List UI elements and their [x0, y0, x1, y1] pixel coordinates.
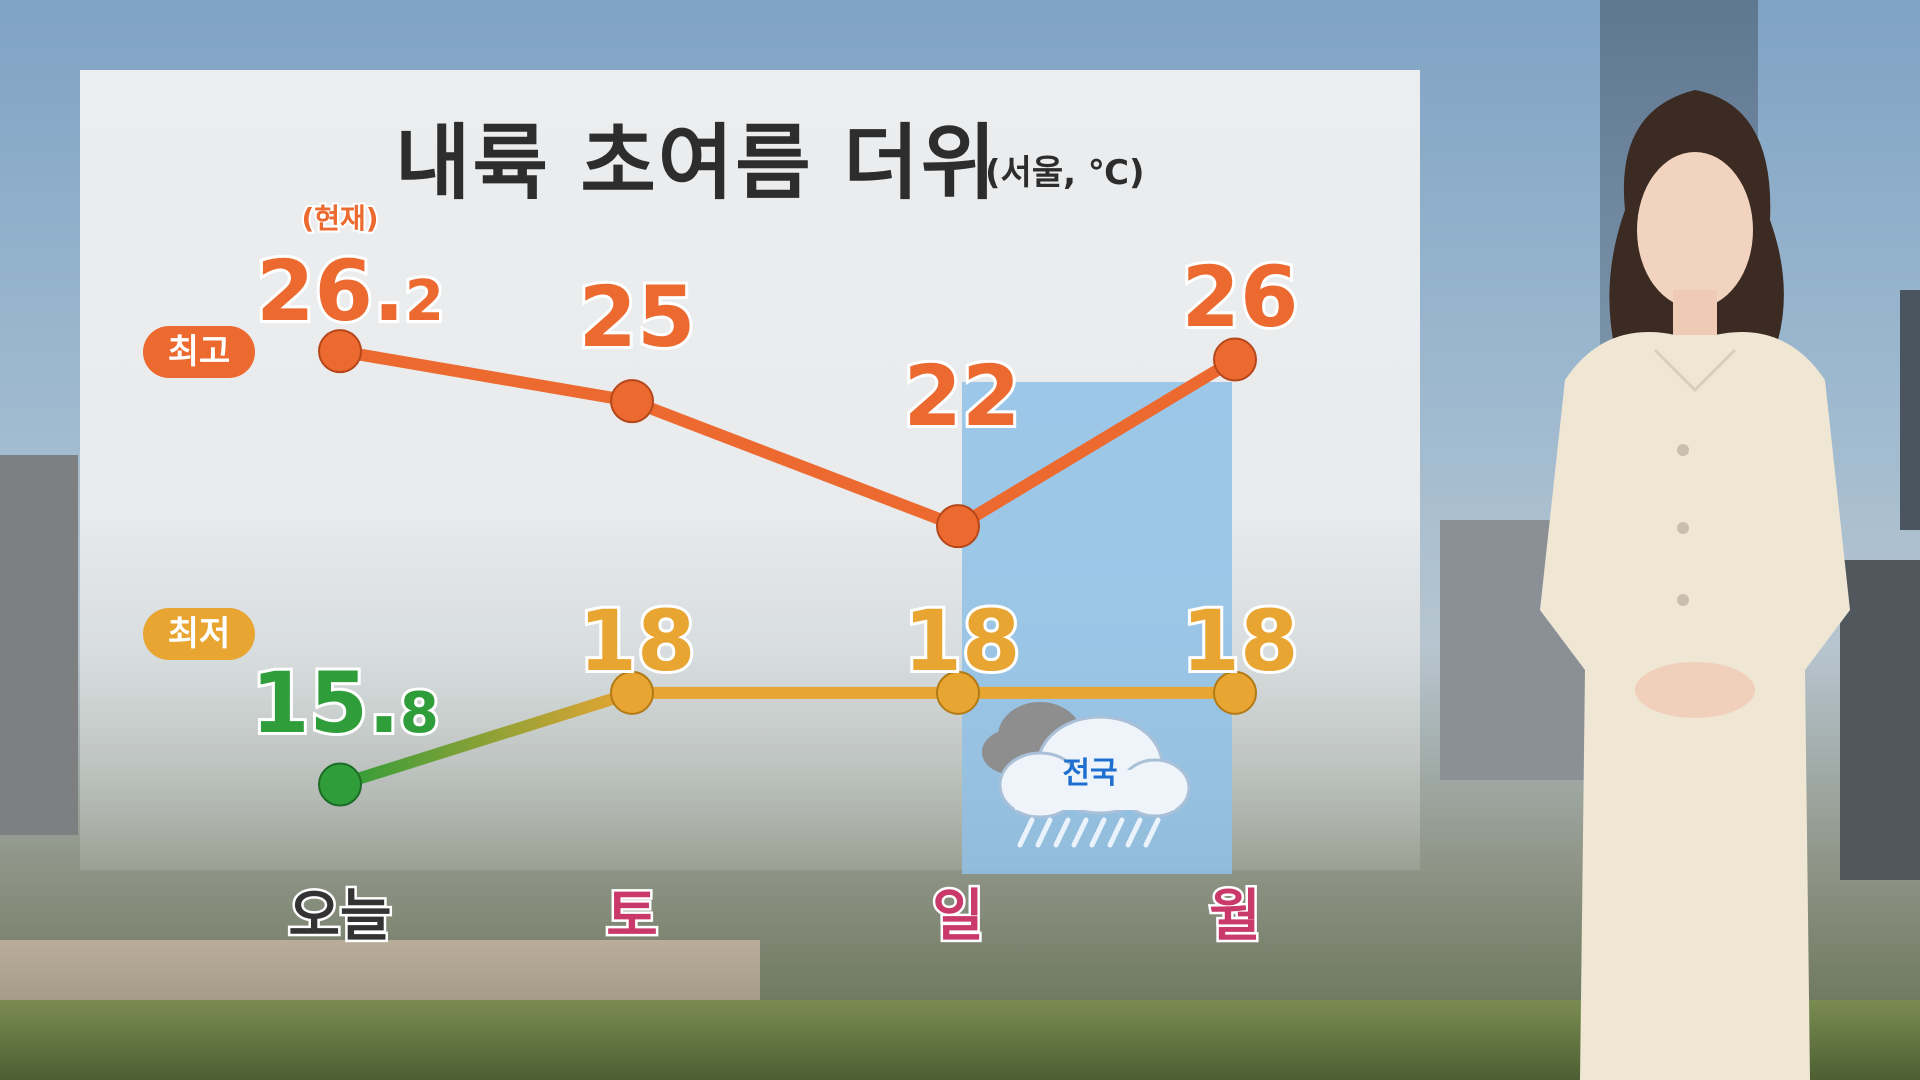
presenter	[1540, 90, 1850, 1080]
background-building	[0, 455, 78, 835]
low-value-label: 18	[904, 592, 1021, 690]
legend-low-badge: 최저	[143, 608, 255, 660]
background-building	[1840, 560, 1920, 880]
background-building	[1900, 290, 1920, 530]
low-value-label: 18	[1182, 592, 1299, 690]
high-point	[1213, 337, 1257, 382]
high-point	[610, 379, 654, 424]
low-series-line-segment	[334, 686, 638, 791]
high-point	[318, 329, 362, 374]
low-value-label: 18	[579, 592, 696, 690]
current-annotation: (현재)	[301, 202, 378, 235]
category-label: 오늘	[288, 884, 391, 949]
high-value-label: 26.2	[256, 242, 444, 340]
low-point	[610, 670, 654, 715]
low-point	[1213, 670, 1257, 715]
category-label: 토	[606, 884, 658, 949]
low-point	[936, 670, 980, 715]
legend-high-badge: 최고	[143, 326, 255, 378]
high-point	[936, 504, 980, 549]
chart-title: 내륙 초여름 더위	[395, 116, 999, 211]
low-value-label: 15.8	[251, 654, 439, 752]
rain-cloud-icon	[982, 702, 1191, 848]
high-series-line	[334, 345, 1241, 533]
category-label: 일	[932, 884, 984, 949]
unit-label: (서울, ℃)	[985, 153, 1145, 193]
high-value-label: 26	[1182, 248, 1299, 346]
high-value-label: 25	[579, 268, 696, 366]
category-label: 월	[1209, 884, 1261, 949]
rain-cloud-label: 전국	[1062, 756, 1118, 791]
low-point	[318, 762, 362, 807]
high-value-label: 22	[904, 347, 1021, 445]
